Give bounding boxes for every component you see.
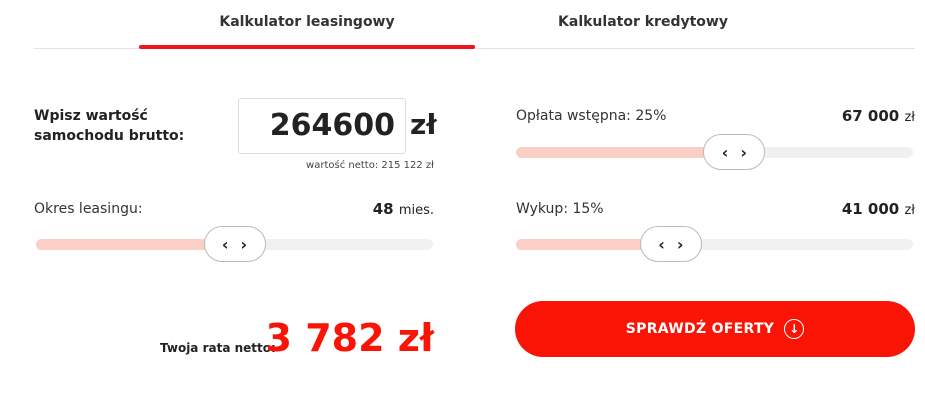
slider-fill: [36, 239, 235, 250]
currency-label: zł: [410, 108, 437, 141]
rate-label: Twoja rata netto:: [160, 341, 276, 355]
slider-fill: [516, 239, 671, 250]
car-value-input[interactable]: 264600: [238, 98, 406, 154]
cta-label: SPRAWDŹ OFERTY: [625, 321, 775, 337]
active-tab-indicator: [139, 45, 475, 49]
slider-handle[interactable]: ‹ ›: [203, 226, 266, 262]
buyout-slider[interactable]: ‹ ›: [516, 226, 913, 262]
chevron-right-icon: ›: [676, 234, 684, 254]
slider-handle[interactable]: ‹ ›: [639, 226, 702, 262]
chevron-left-icon: ‹: [658, 234, 665, 254]
down-payment-slider[interactable]: ‹ ›: [516, 134, 913, 170]
buyout-label: Wykup: 15%: [516, 201, 604, 217]
net-value-note: wartość netto: 215 122 zł: [306, 160, 434, 171]
chevron-left-icon: ‹: [721, 142, 729, 162]
lease-period-slider[interactable]: ‹ ›: [36, 226, 433, 262]
chevron-right-icon: ›: [740, 142, 747, 162]
tab-credit[interactable]: Kalkulator kredytowy: [558, 14, 728, 30]
arrow-down-circle-icon: ↓: [784, 319, 805, 339]
down-payment-value: 67 000 zł: [841, 107, 915, 125]
check-offers-button[interactable]: SPRAWDŹ OFERTY ↓: [515, 301, 915, 357]
down-payment-label: Opłata wstępna: 25%: [516, 108, 667, 124]
slider-fill: [516, 147, 735, 158]
slider-handle[interactable]: ‹ ›: [703, 134, 766, 170]
buyout-value: 41 000 zł: [841, 200, 915, 218]
rate-value: 3 782 zł: [265, 316, 434, 360]
tab-divider: [34, 48, 915, 49]
lease-period-label: Okres leasingu:: [34, 201, 143, 217]
chevron-right-icon: ›: [240, 234, 248, 254]
tab-leasing[interactable]: Kalkulator leasingowy: [219, 14, 395, 30]
lease-period-value: 48 mies.: [372, 200, 434, 218]
car-value-label: Wpisz wartość samochodu brutto:: [34, 108, 185, 144]
chevron-left-icon: ‹: [221, 234, 229, 254]
